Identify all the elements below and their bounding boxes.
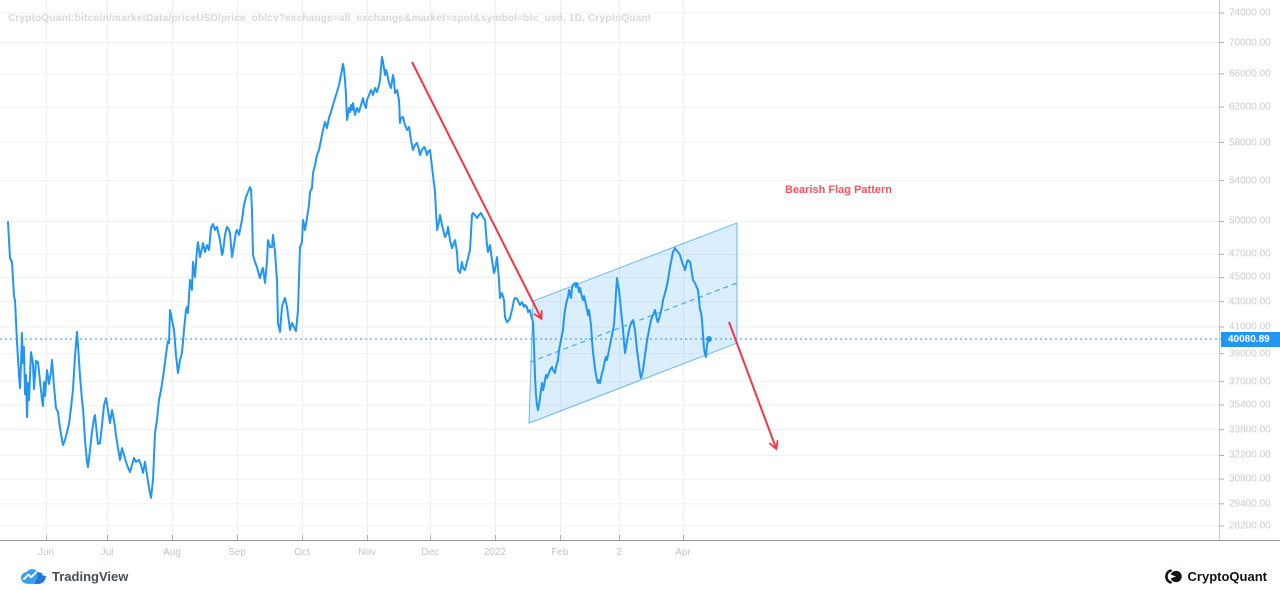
time-axis-label: Sep bbox=[228, 547, 246, 558]
price-axis-label: 30800.00 bbox=[1229, 473, 1271, 485]
tradingview-cloud-icon bbox=[21, 568, 46, 584]
tradingview-wordmark: TradingView bbox=[52, 568, 129, 584]
cryptoquant-logo[interactable]: CryptoQuant bbox=[1163, 569, 1267, 584]
last-price-badge: 40080.89 bbox=[1221, 331, 1280, 347]
cryptoquant-icon bbox=[1164, 568, 1182, 584]
price-axis-label: 28200.00 bbox=[1229, 520, 1271, 532]
time-axis-label: Dec bbox=[421, 547, 439, 558]
time-axis-label: Jun bbox=[37, 547, 55, 558]
time-axis-label: Aug bbox=[163, 547, 181, 558]
price-axis-label: 39000.00 bbox=[1229, 348, 1271, 360]
trend-arrow[interactable] bbox=[411, 61, 541, 318]
cryptoquant-wordmark: CryptoQuant bbox=[1187, 568, 1267, 584]
price-axis-label: 29400.00 bbox=[1229, 498, 1271, 510]
price-axis-label: 50000.00 bbox=[1229, 215, 1271, 227]
price-axis-label: 47000.00 bbox=[1229, 248, 1271, 260]
time-axis-label: Feb bbox=[551, 547, 569, 558]
price-axis-label: 35400.00 bbox=[1229, 399, 1271, 411]
time-axis-label: 2022 bbox=[483, 547, 507, 558]
price-axis-label: 43000.00 bbox=[1229, 296, 1271, 308]
time-axis-label: Apr bbox=[675, 547, 691, 558]
price-axis-label: 58000.00 bbox=[1229, 137, 1271, 149]
price-axis-label: 74000.00 bbox=[1229, 7, 1271, 19]
price-axis-label: 66000.00 bbox=[1229, 68, 1271, 80]
footer-bar: TradingView CryptoQuant bbox=[0, 562, 1280, 590]
price-axis-label: 54000.00 bbox=[1229, 175, 1271, 187]
price-axis-label: 70000.00 bbox=[1229, 37, 1271, 49]
trend-arrow[interactable] bbox=[728, 321, 776, 448]
price-axis-label: 37000.00 bbox=[1229, 376, 1271, 388]
price-axis-label: 41000.00 bbox=[1229, 321, 1271, 333]
last-price-value: 40080.89 bbox=[1228, 333, 1270, 345]
chart-title: CryptoQuant:bitcoin/marketData/priceUSD/… bbox=[8, 13, 652, 24]
price-axis-label: 32200.00 bbox=[1229, 449, 1271, 461]
last-price-dot bbox=[706, 336, 712, 343]
time-axis-label: Jul bbox=[100, 547, 114, 558]
time-axis-label: 2 bbox=[616, 547, 622, 558]
price-axis-label: 62000.00 bbox=[1229, 101, 1271, 113]
price-axis[interactable]: 74000.00 70000.00 66000.00 62000.00 58000.00… bbox=[1220, 0, 1280, 540]
time-axis-label: Oct bbox=[294, 547, 310, 558]
bearish-flag-label[interactable]: Bearish Flag Pattern bbox=[785, 184, 892, 196]
price-axis-label: 45000.00 bbox=[1229, 271, 1271, 283]
price-axis-label: 33800.00 bbox=[1229, 424, 1271, 436]
price-line-series[interactable] bbox=[7, 56, 710, 499]
tradingview-logo[interactable]: TradingView bbox=[21, 569, 128, 584]
time-axis-label: Nov bbox=[358, 547, 376, 558]
time-axis[interactable]: Jun Jul Aug Sep Oct Nov Dec 2022 Feb 2 Apr bbox=[0, 540, 1280, 562]
